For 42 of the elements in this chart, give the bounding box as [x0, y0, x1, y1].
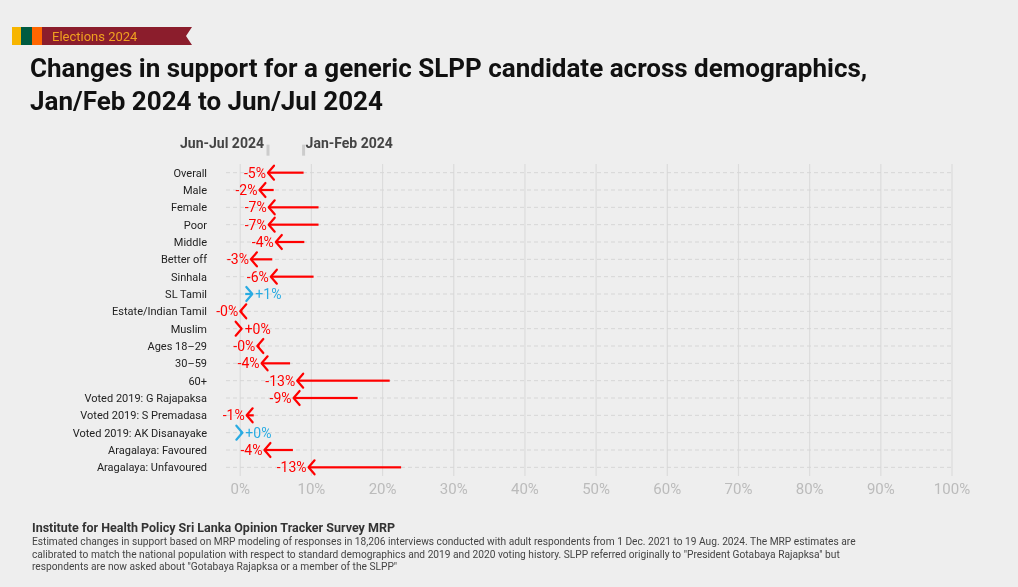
y-tick-label: 60+ — [188, 374, 207, 388]
data-label: +0% — [244, 320, 271, 337]
y-tick-label: Voted 2019: G Rajapaksa — [84, 392, 208, 405]
y-tick-label: Ages 18–29 — [147, 340, 207, 353]
y-tick-label: 30–59 — [175, 357, 207, 371]
y-tick-label: SL Tamil — [165, 288, 207, 301]
chart-title: Changes in support for a generic SLPP candidate across demographics, Jan/Feb 2024 to Jun/Jul 2024 — [30, 52, 869, 118]
y-tick-label: Sinhala — [171, 270, 208, 284]
data-label: +1% — [255, 286, 282, 302]
y-tick-label: Better off — [160, 253, 208, 267]
y-tick-label: Male — [182, 184, 208, 197]
text: Jan-Feb 2024 — [305, 134, 393, 151]
data-label: -6% — [246, 268, 269, 285]
data-label: -3% — [226, 251, 249, 268]
text: Institute for Health Policy Sri Lanka Opinion Tracker Survey MRP — [32, 520, 395, 535]
data-label: -9% — [269, 390, 292, 406]
data-label: +0% — [245, 424, 272, 441]
y-tick-label: Poor — [183, 218, 208, 232]
text: Estimated changes in support based on MRP modeling of responses in 18,206 interviews conducted with adult respondents from 1 Dec. 2021 to 19 Aug. 2024. The MRP estimates are calibrated to match the national population with respect to standard demographics and 2019 and 2020 voting history. SLPP referred originally to "President Gotabaya Rajapksa" but respondents are now asked about "Gotabaya Rajapksa or a member of the SLPP" — [32, 536, 857, 574]
data-label: -13% — [276, 459, 307, 476]
data-label: -4% — [240, 442, 263, 458]
y-tick-label: Estate/Indian Tamil — [112, 305, 207, 319]
text: Jun-Jul 2024 — [179, 134, 264, 151]
y-tick-label: Muslim — [170, 322, 207, 336]
y-tick-label: Middle — [173, 236, 208, 249]
data-label: -0% — [216, 303, 239, 320]
data-label: -0% — [233, 338, 256, 354]
data-label: -7% — [244, 216, 267, 233]
y-tick-label: Aragalaya: Unfavoured — [96, 461, 207, 475]
data-label: -1% — [222, 407, 245, 424]
data-label: -5% — [243, 164, 266, 181]
data-label: -13% — [265, 372, 296, 389]
data-label: -4% — [237, 355, 260, 372]
data-label: -4% — [251, 234, 274, 250]
text: Elections 2024 — [52, 29, 139, 44]
data-label: -7% — [244, 199, 267, 216]
y-tick-label: Female — [171, 201, 208, 215]
y-tick-label: Aragalaya: Favoured — [108, 444, 207, 457]
data-label: -2% — [235, 182, 258, 198]
y-tick-label: Overall — [173, 166, 207, 180]
y-tick-label: Voted 2019: S Premadasa — [80, 409, 208, 423]
y-tick-label: Voted 2019: AK Disanayake — [72, 426, 208, 440]
